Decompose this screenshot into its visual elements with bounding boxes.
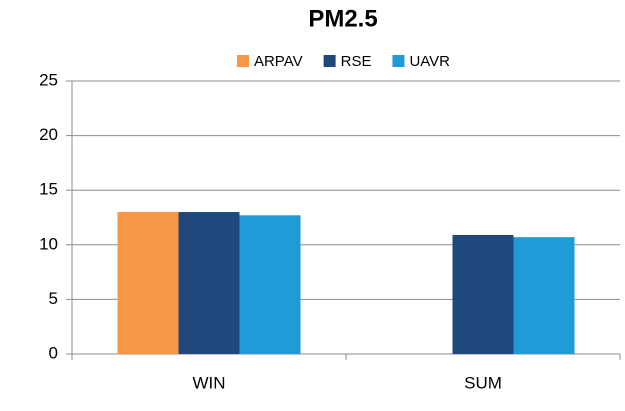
bar: [117, 212, 179, 354]
legend-label: UAVR: [409, 53, 450, 70]
legend-label: RSE: [341, 53, 372, 70]
bar: [513, 237, 575, 354]
chart-title: PM2.5: [308, 5, 377, 32]
legend-swatch: [392, 55, 405, 67]
x-tick-label: WIN: [192, 373, 225, 392]
legend-swatch: [323, 55, 336, 67]
y-tick-label: 15: [39, 180, 58, 199]
x-tick-label: SUM: [464, 373, 502, 392]
y-tick-label: 20: [39, 125, 58, 144]
bar: [178, 212, 240, 354]
bar: [452, 234, 514, 354]
y-tick-label: 0: [49, 343, 58, 362]
legend-label: ARPAV: [254, 53, 303, 70]
y-tick-label: 10: [39, 234, 58, 253]
legend-swatch: [236, 55, 249, 67]
y-tick-label: 5: [49, 289, 58, 308]
y-tick-label: 25: [39, 70, 58, 89]
bar: [239, 215, 301, 354]
